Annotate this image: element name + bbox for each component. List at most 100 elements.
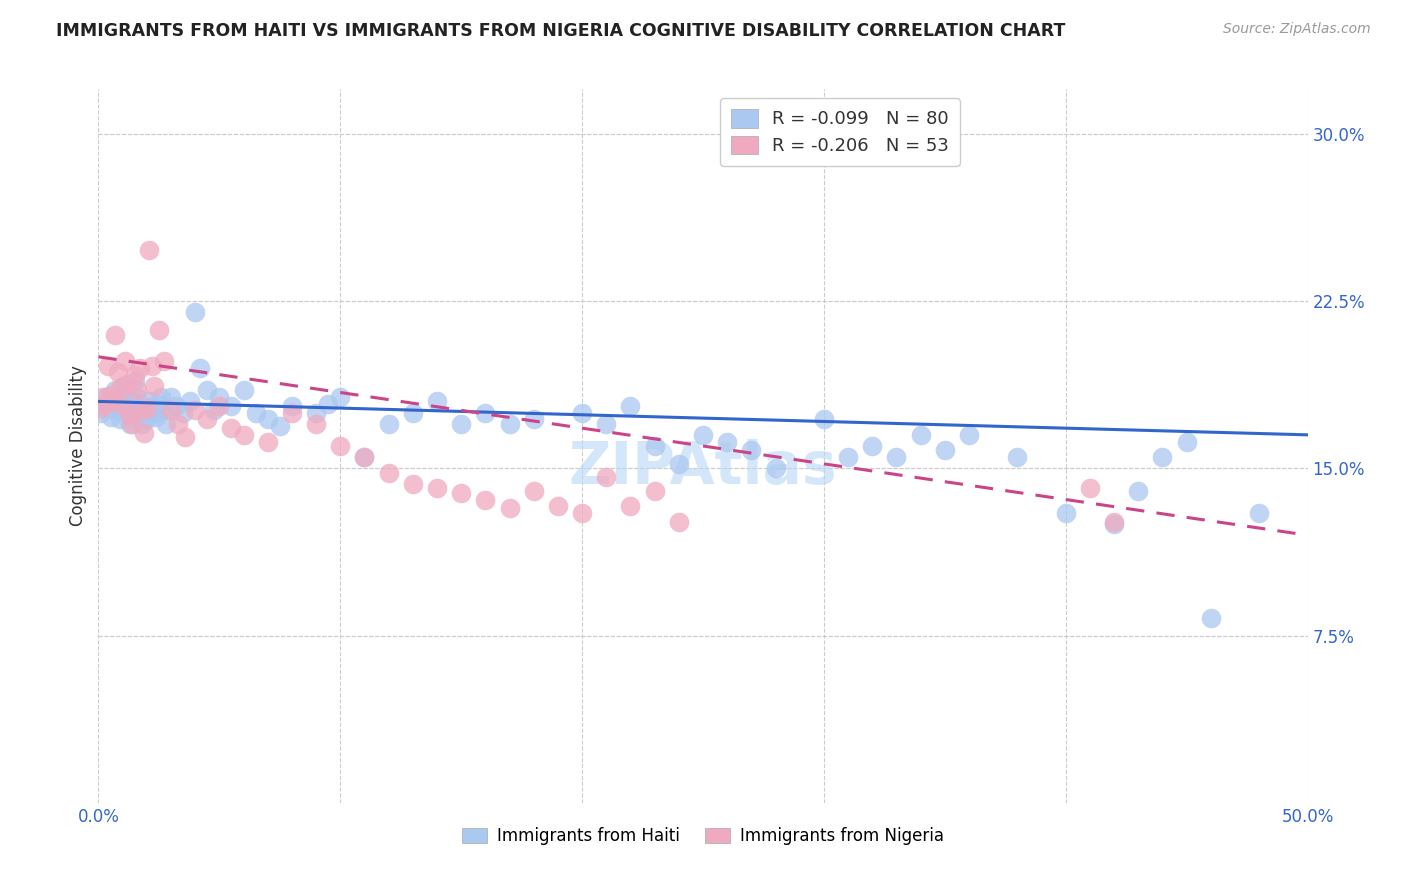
Point [353,450,375,464]
Point [108,412,131,426]
Point [619,499,641,513]
Point [141,359,163,373]
Point [256,412,278,426]
Legend: Immigrants from Haiti, Immigrants from Nigeria: Immigrants from Haiti, Immigrants from N… [456,821,950,852]
Point [90,405,112,419]
Point [245,405,267,419]
Point [131,417,153,431]
Point [143,405,166,419]
Point [100,409,122,424]
Point [860,439,883,453]
Point [1102,516,1125,531]
Point [256,434,278,449]
Point [474,492,496,507]
Point [1128,483,1150,498]
Point [148,396,170,410]
Point [111,399,134,413]
Point [523,412,546,426]
Point [281,399,304,413]
Point [124,405,146,419]
Point [155,417,177,431]
Point [208,390,231,404]
Point [232,384,254,398]
Point [134,425,156,440]
Point [221,399,243,413]
Point [450,485,472,500]
Point [118,417,141,431]
Point [150,390,173,404]
Point [121,417,143,431]
Point [128,360,150,375]
Point [571,405,593,419]
Point [101,394,124,409]
Point [91,390,114,404]
Point [474,405,496,419]
Point [402,476,425,491]
Point [174,430,197,444]
Point [179,394,201,409]
Point [145,409,167,424]
Point [377,466,399,480]
Point [117,376,139,391]
Text: IMMIGRANTS FROM HAITI VS IMMIGRANTS FROM NIGERIA COGNITIVE DISABILITY CORRELATIO: IMMIGRANTS FROM HAITI VS IMMIGRANTS FROM… [56,22,1066,40]
Point [765,461,787,475]
Point [716,434,738,449]
Point [195,412,218,426]
Point [128,401,150,416]
Point [160,403,183,417]
Point [104,384,127,398]
Point [127,390,149,404]
Point [165,399,187,413]
Point [837,450,859,464]
Point [269,418,291,433]
Point [111,396,134,410]
Point [329,439,352,453]
Point [547,499,569,513]
Point [644,439,666,453]
Point [124,374,146,388]
Point [204,403,226,417]
Point [107,366,129,380]
Point [957,427,980,442]
Point [118,408,141,422]
Point [523,483,546,498]
Point [134,405,156,419]
Point [152,354,174,368]
Point [94,396,117,410]
Point [114,354,136,368]
Point [148,323,170,337]
Point [1199,610,1222,624]
Point [121,394,143,409]
Point [305,417,328,431]
Point [1152,450,1174,464]
Point [1102,515,1125,529]
Point [668,515,690,529]
Point [104,327,127,342]
Point [886,450,908,464]
Point [141,399,163,413]
Point [97,401,120,416]
Point [668,457,690,471]
Point [402,405,425,419]
Point [1054,506,1077,520]
Point [1175,434,1198,449]
Point [740,443,762,458]
Point [595,417,617,431]
Point [377,417,399,431]
Point [498,417,520,431]
Text: Source: ZipAtlas.com: Source: ZipAtlas.com [1223,22,1371,37]
Point [184,403,207,417]
Point [934,443,956,458]
Point [114,387,136,401]
Point [188,360,211,375]
Point [111,378,134,392]
Point [1007,450,1029,464]
Point [90,401,112,416]
Point [498,501,520,516]
Point [152,403,174,417]
Point [281,405,304,419]
Point [94,390,117,404]
Point [172,405,194,419]
Point [353,450,375,464]
Point [124,368,146,382]
